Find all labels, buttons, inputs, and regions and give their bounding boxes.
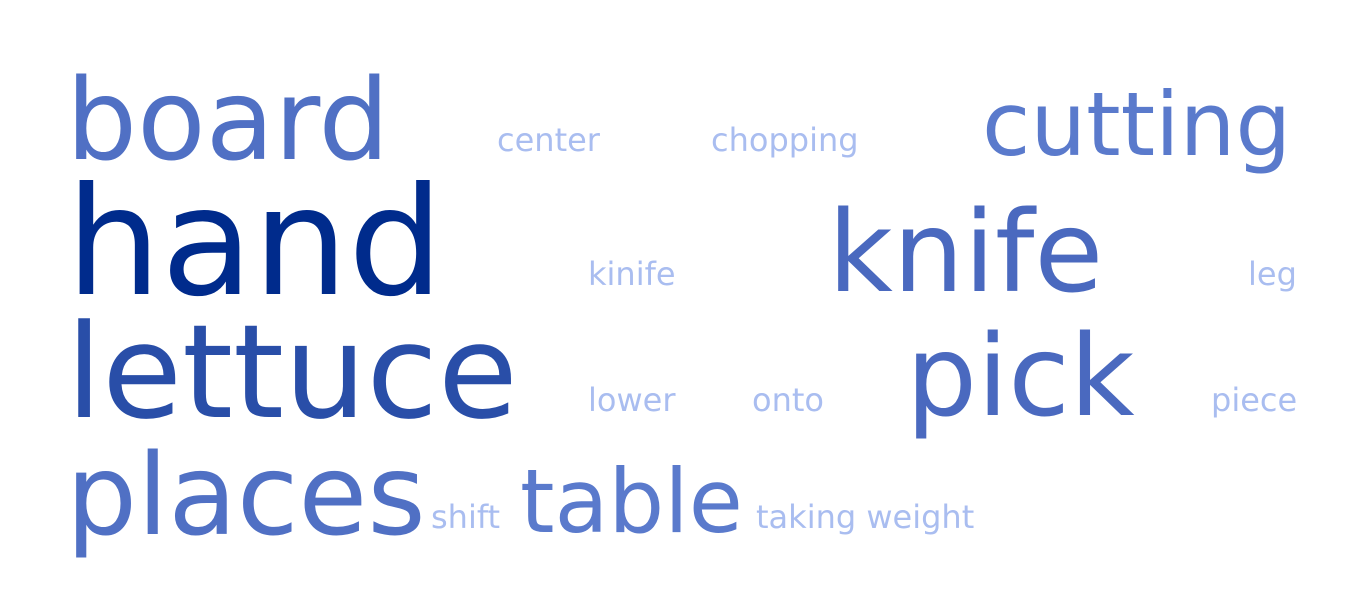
word-piece: piece — [1211, 380, 1298, 419]
word-hand: hand — [66, 156, 444, 330]
word-table: table — [520, 450, 743, 554]
word-cutting: cutting — [982, 73, 1292, 177]
word-lettuce: lettuce — [66, 296, 518, 449]
word-shift: shift — [431, 497, 501, 536]
word-knife: knife — [828, 187, 1104, 318]
word-pick: pick — [906, 311, 1135, 442]
word-lower: lower — [588, 380, 676, 419]
word-chopping: chopping — [711, 120, 859, 159]
word-leg: leg — [1248, 254, 1297, 293]
word-places: places — [66, 430, 426, 561]
word-board: board — [66, 55, 390, 186]
word-taking-weight: taking weight — [756, 497, 975, 536]
word-onto: onto — [752, 380, 824, 419]
word-center: center — [497, 120, 600, 159]
word-kinife: kinife — [588, 254, 676, 293]
